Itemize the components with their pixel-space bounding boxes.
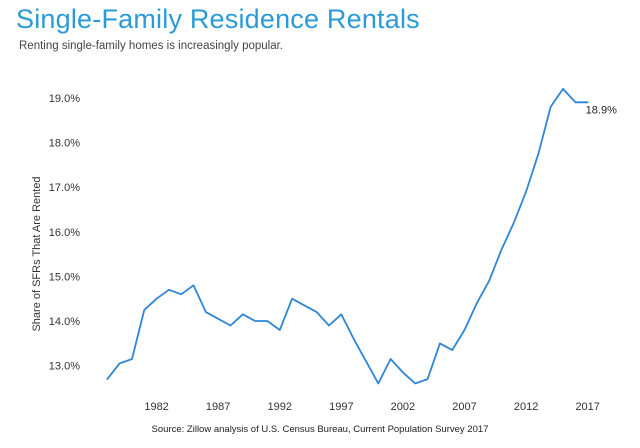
x-tick-label: 2002 <box>391 401 415 413</box>
y-tick-label: 15.0% <box>49 271 80 283</box>
x-tick-label: 1982 <box>144 401 168 413</box>
x-tick-label: 2017 <box>575 401 599 413</box>
y-tick-label: 18.0% <box>49 137 80 149</box>
line-chart: 13.0% 14.0% 15.0% 16.0% 17.0% 18.0% 19.0% 1982… <box>31 88 617 413</box>
x-tick-label: 1997 <box>329 401 353 413</box>
x-tick-label: 1987 <box>206 401 230 413</box>
x-tick-label: 2007 <box>452 401 476 413</box>
source-note: Source: Zillow analysis of U.S. Census B… <box>151 424 489 435</box>
x-tick-label: 2012 <box>514 401 538 413</box>
series-line <box>106 88 589 385</box>
x-axis-ticks: 1982 1987 1992 1997 2002 2007 2012 2017 <box>144 401 600 413</box>
y-tick-label: 13.0% <box>49 361 80 373</box>
x-tick-label: 1992 <box>268 401 292 413</box>
chart-subtitle: Renting single-family homes is increasin… <box>19 40 283 52</box>
y-tick-label: 16.0% <box>49 227 80 239</box>
y-tick-label: 17.0% <box>49 182 80 194</box>
annotations: 18.9% <box>586 104 617 116</box>
y-tick-label: 19.0% <box>49 93 80 105</box>
y-axis-ticks: 13.0% 14.0% 15.0% 16.0% 17.0% 18.0% 19.0% <box>49 93 80 373</box>
chart-title: Single-Family Residence Rentals <box>16 4 420 34</box>
series-group <box>106 88 589 385</box>
data-label: 18.9% <box>586 104 617 116</box>
y-tick-label: 14.0% <box>49 316 80 328</box>
y-axis-label: Share of SFRs That Are Rented <box>31 176 43 331</box>
